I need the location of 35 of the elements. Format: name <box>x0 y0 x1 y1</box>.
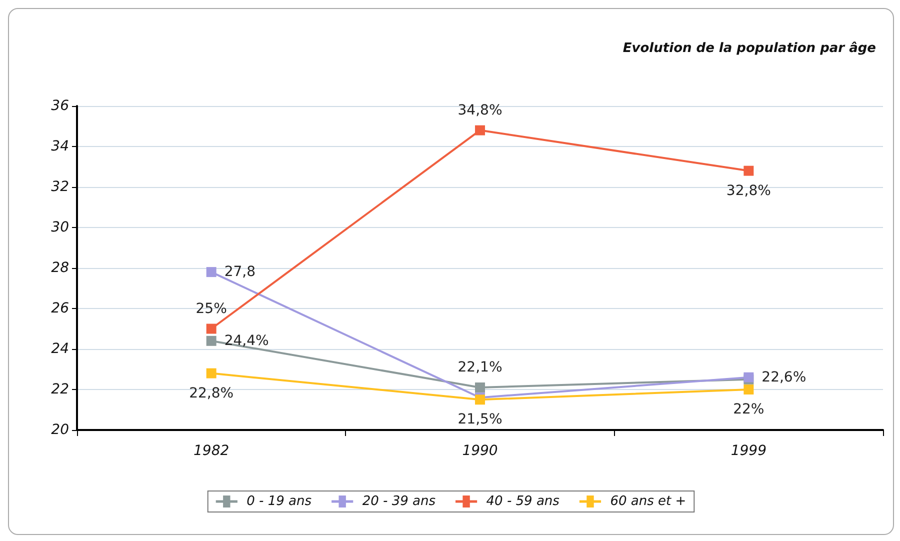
chart-title: Evolution de la population par âge <box>622 41 876 56</box>
data-label: 27,8 <box>224 264 256 280</box>
y-tick-label: 26 <box>51 300 70 316</box>
x-tick-label: 1982 <box>194 443 230 459</box>
x-tick-label: 1990 <box>462 443 498 459</box>
y-tick-label: 34 <box>51 138 69 154</box>
legend-label: 20 - 39 ans <box>362 494 436 509</box>
y-tick-label: 24 <box>51 341 69 357</box>
data-label: 22,6% <box>762 369 806 386</box>
y-tick-label: 22 <box>51 382 70 398</box>
point <box>206 336 216 346</box>
y-tick-label: 36 <box>51 98 70 114</box>
data-label: 21,5% <box>458 412 502 428</box>
data-label: 25% <box>196 300 227 317</box>
point <box>744 384 754 394</box>
legend-label: 0 - 19 ans <box>246 494 312 509</box>
point <box>206 324 216 334</box>
data-label: 32,8% <box>726 182 771 199</box>
point <box>744 166 754 176</box>
point <box>206 267 216 278</box>
data-label: 24,4% <box>224 332 269 349</box>
point <box>206 368 216 378</box>
legend-label: 60 ans et + <box>610 494 686 509</box>
point <box>475 382 485 392</box>
data-label: 22,1% <box>458 359 502 376</box>
x-tick-label: 1999 <box>730 443 767 459</box>
data-label: 22,8% <box>189 385 234 402</box>
y-tick-label: 20 <box>51 422 70 438</box>
legend-label: 40 - 59 ans <box>486 494 560 509</box>
y-tick-label: 32 <box>51 179 70 195</box>
y-tick-label: 28 <box>51 260 70 276</box>
data-label: 22% <box>733 402 764 418</box>
y-tick-label: 30 <box>51 220 70 236</box>
data-label: 34,8% <box>458 102 502 118</box>
point <box>475 125 485 136</box>
